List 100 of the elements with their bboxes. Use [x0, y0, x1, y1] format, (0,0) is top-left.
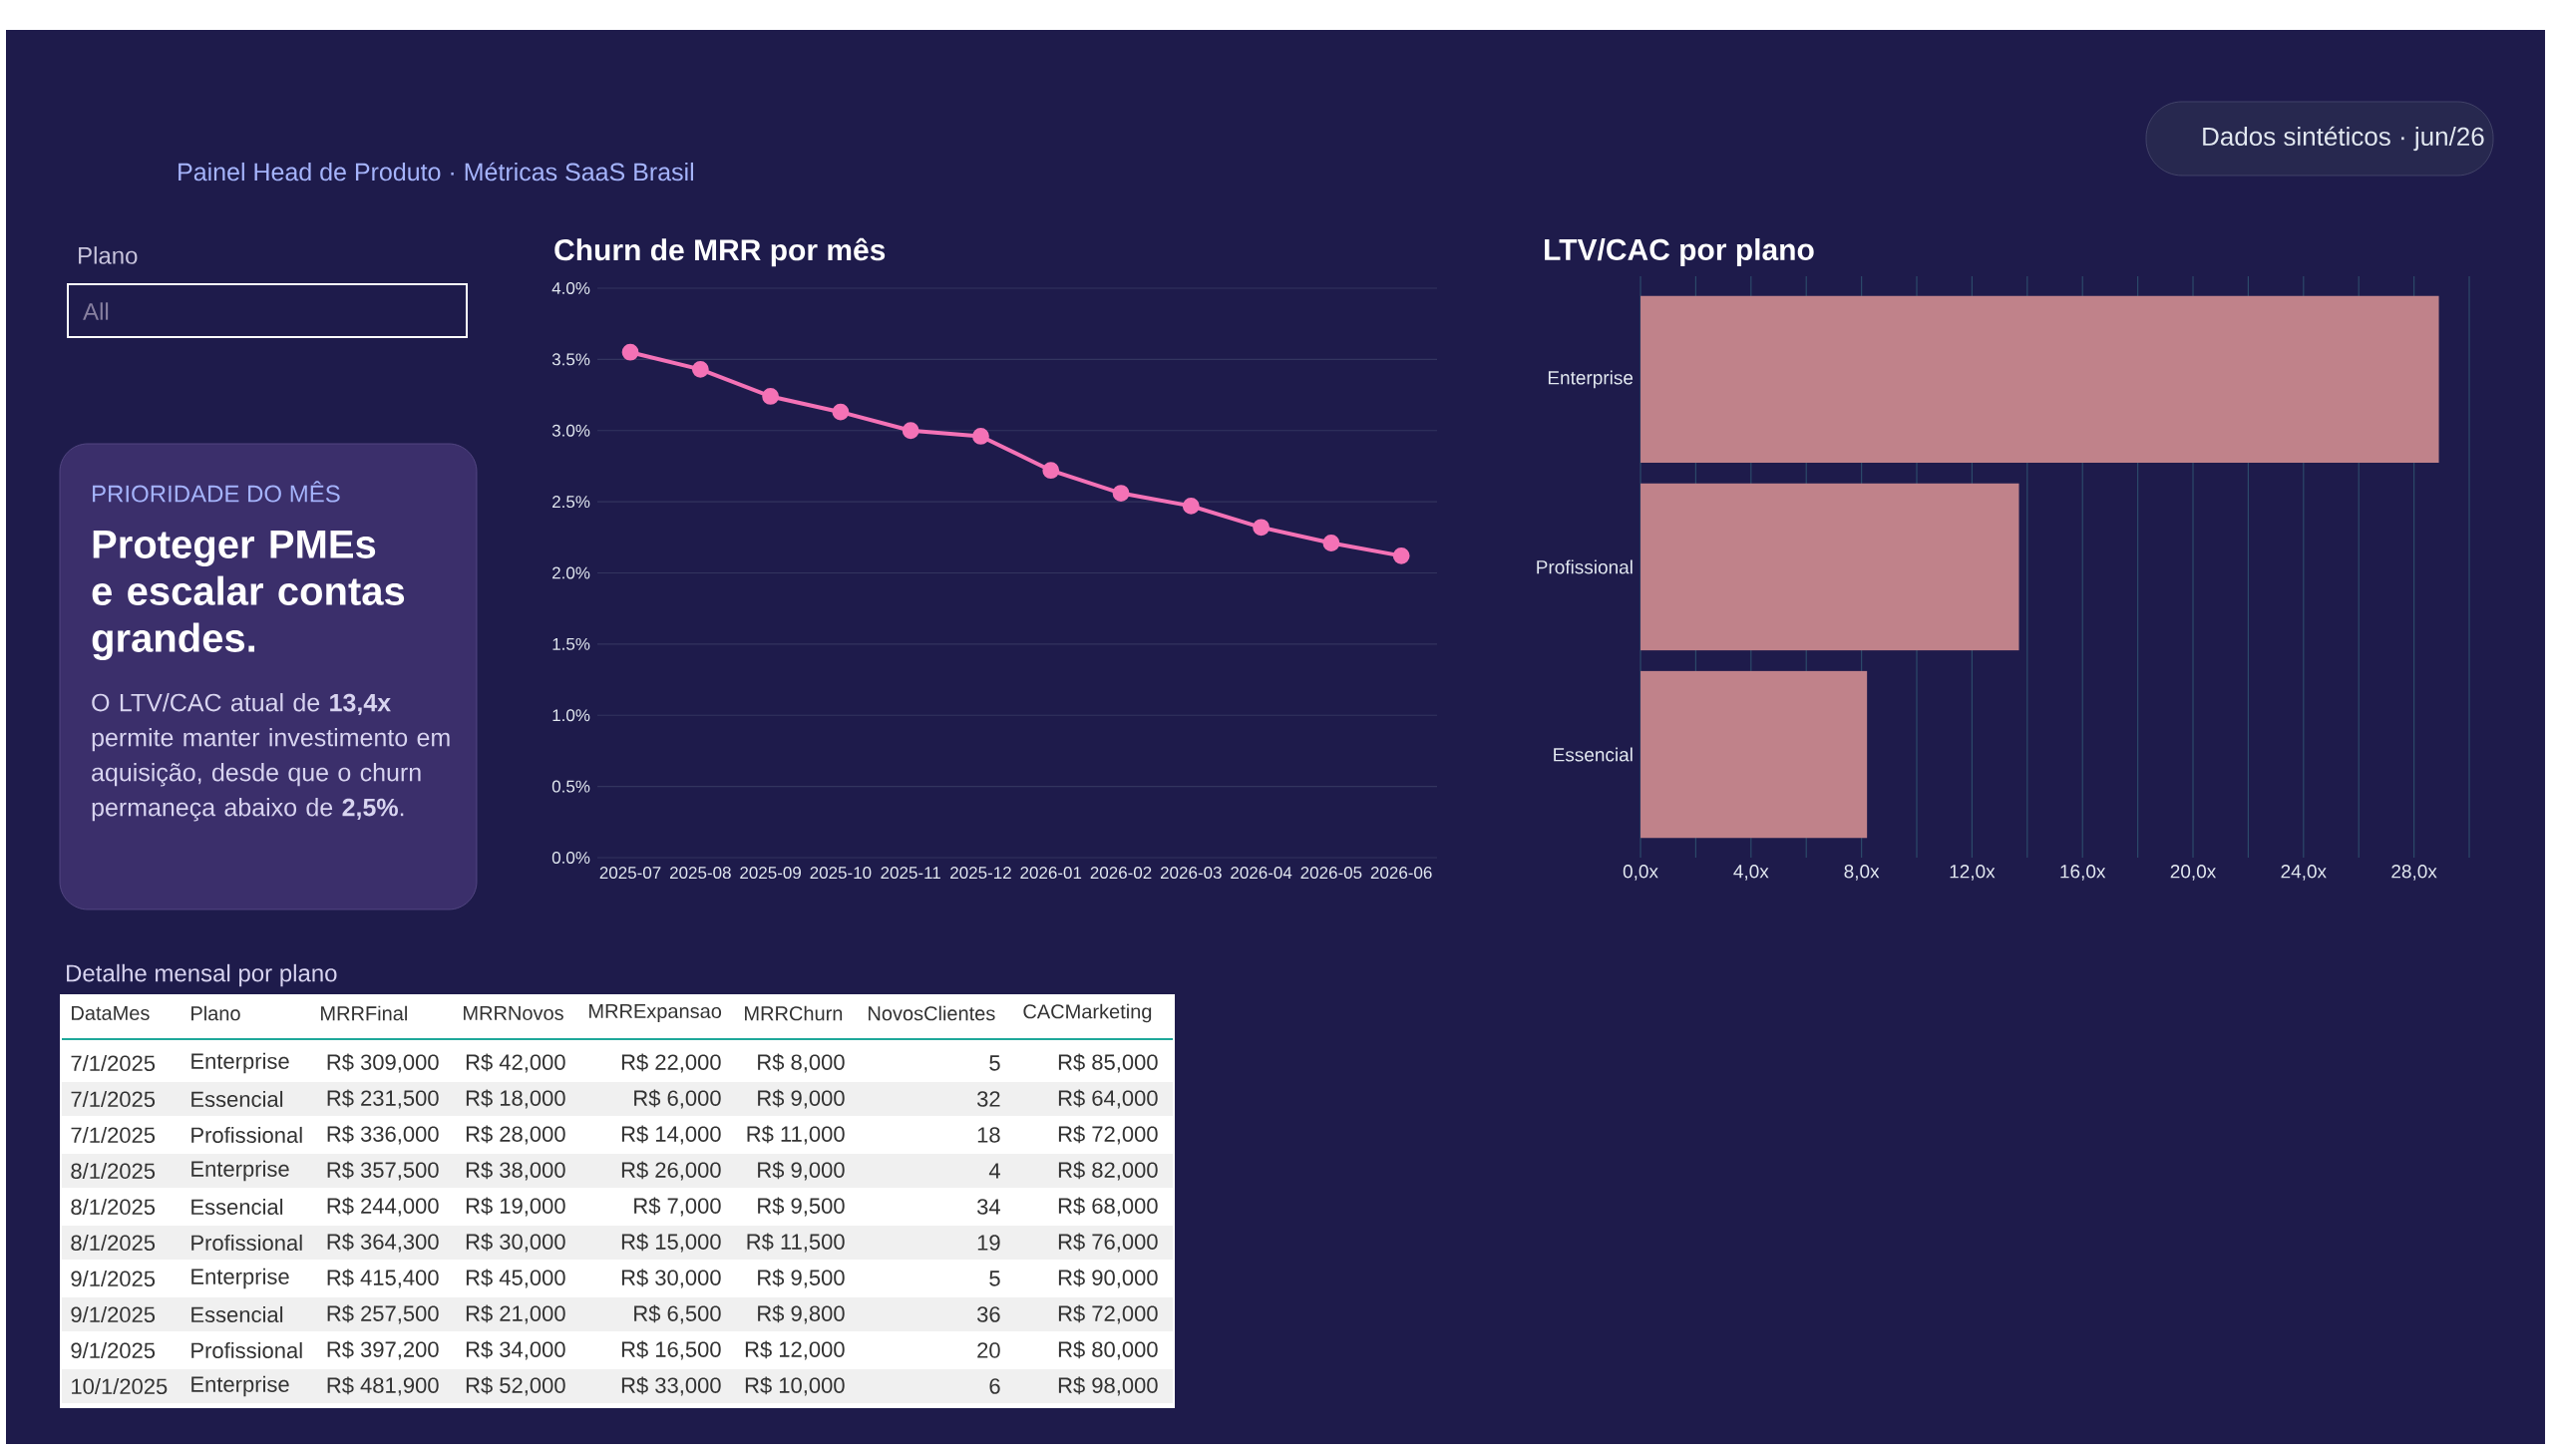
text: 4: [988, 1163, 1000, 1179]
text: 9/1/2025: [71, 1341, 156, 1359]
x-tick-label: 2026-05: [1300, 867, 1362, 880]
y-tick-label: Essencial: [1554, 747, 1633, 762]
text: 8/1/2025: [71, 1234, 156, 1252]
y-tick-label: 0.5%: [551, 780, 590, 793]
category-label: MRRNovos: [464, 1005, 563, 1020]
text: R$ 357,500: [327, 1161, 439, 1181]
text: R$ 33,000: [621, 1376, 721, 1396]
x-tick-label: 2025-09: [740, 867, 801, 880]
text: R$ 82,000: [1058, 1161, 1158, 1181]
text: R$ 98,000: [1058, 1376, 1158, 1396]
point: [762, 388, 780, 405]
point: [1042, 462, 1060, 480]
text: R$ 30,000: [621, 1269, 721, 1288]
y-tick-label: 4.0%: [551, 281, 590, 294]
text: R$ 22,000: [621, 1053, 721, 1073]
point: [1112, 485, 1130, 502]
text: 34: [976, 1199, 1000, 1215]
text: R$ 42,000: [466, 1053, 565, 1073]
text: R$ 34,000: [466, 1340, 565, 1360]
x-tick-label: 2026-01: [1020, 867, 1082, 880]
text: R$ 45,000: [466, 1269, 565, 1288]
text: 5: [989, 1055, 1000, 1071]
y-tick-label: 3.0%: [551, 424, 590, 437]
text: Detalhe mensal por plano: [67, 963, 337, 987]
text: Enterprise: [191, 1160, 289, 1182]
text: R$ 90,000: [1058, 1269, 1158, 1288]
text: All: [83, 302, 109, 320]
text: R$ 6,000: [634, 1089, 721, 1109]
point: [1253, 519, 1270, 537]
y-tick-label: Enterprise: [1548, 370, 1634, 389]
x-tick-label: 2026-02: [1090, 867, 1152, 880]
text: R$ 9,500: [758, 1269, 845, 1288]
bar: [1641, 483, 2019, 651]
text: R$ 72,000: [1058, 1125, 1158, 1145]
text: Dados sintéticos · jun/26: [2203, 126, 2484, 152]
text: Essencial: [191, 1198, 283, 1216]
text: 36: [976, 1306, 1000, 1322]
y-tick-label: 3.5%: [551, 353, 590, 366]
category-label: DataMes: [72, 1005, 150, 1020]
y-tick-label: 2.5%: [552, 496, 590, 509]
text: R$ 85,000: [1058, 1053, 1158, 1073]
text: R$ 364,300: [327, 1233, 439, 1253]
text: R$ 9,800: [758, 1304, 845, 1324]
category-label: MRRChurn: [745, 1005, 843, 1021]
x-tick-label: 12,0x: [1950, 865, 1996, 881]
text: 32: [976, 1091, 1000, 1107]
text: Essencial: [191, 1090, 283, 1108]
x-tick-label: 2026-04: [1231, 867, 1292, 880]
text: R$ 481,900: [327, 1376, 439, 1396]
text: R$ 10,000: [745, 1376, 845, 1396]
text: R$ 76,000: [1058, 1233, 1158, 1253]
text: R$ 231,500: [327, 1089, 439, 1109]
text: R$ 12,000: [745, 1340, 845, 1360]
category-label: CACMarketing: [1023, 1003, 1152, 1023]
text: R$ 397,200: [327, 1340, 439, 1360]
category-label: MRRExpansao: [589, 1004, 722, 1022]
x-tick-label: 2025-12: [950, 867, 1011, 880]
y-tick-label: 0.0%: [551, 851, 590, 864]
text: R$ 16,500: [621, 1340, 721, 1360]
text: Plano: [79, 246, 138, 264]
text: 8/1/2025: [71, 1162, 156, 1180]
point: [902, 422, 919, 440]
text: R$ 14,000: [621, 1125, 721, 1145]
text: R$ 257,500: [327, 1304, 439, 1324]
y-tick-label: Profissional: [1537, 559, 1633, 574]
text: O LTV/CAC atual de 13,4x permite manter investimento em aquisição, desde que o churn permaneça abaixo de 2,5%.: [92, 693, 450, 822]
y-tick-label: 2.0%: [552, 566, 590, 579]
text: R$ 244,000: [327, 1197, 439, 1217]
text: R$ 72,000: [1058, 1304, 1158, 1324]
x-tick-label: 2025-07: [599, 867, 661, 880]
text: Enterprise: [191, 1268, 289, 1289]
point: [972, 428, 989, 445]
x-tick-label: 2025-08: [669, 867, 731, 880]
x-tick-label: 8,0x: [1844, 865, 1880, 881]
x-tick-label: 0,0x: [1623, 865, 1658, 881]
text: R$ 9,000: [758, 1089, 845, 1109]
text: R$ 7,000: [634, 1197, 721, 1217]
text: 6: [989, 1378, 1000, 1394]
text: R$ 38,000: [466, 1161, 565, 1181]
text: R$ 8,000: [758, 1053, 845, 1073]
point: [832, 403, 850, 421]
point: [621, 343, 639, 361]
text: R$ 52,000: [466, 1376, 565, 1396]
text: R$ 19,000: [466, 1197, 565, 1217]
chart-title: LTV/CAC por plano: [1545, 238, 1814, 266]
x-tick-label: 28,0x: [2391, 865, 2437, 881]
chart-title: Churn de MRR por mês: [554, 237, 886, 267]
x-tick-label: 2025-11: [881, 867, 940, 880]
text: R$ 11,000: [747, 1125, 845, 1145]
text: R$ 336,000: [327, 1125, 439, 1145]
text: R$ 9,500: [758, 1197, 845, 1217]
text: R$ 68,000: [1058, 1197, 1158, 1217]
x-tick-label: 2025-10: [810, 867, 872, 880]
text: Painel Head de Produto · Métricas SaaS Brasil: [179, 162, 694, 182]
category-label: NovosClientes: [869, 1005, 995, 1021]
x-tick-label: 4,0x: [1733, 865, 1769, 881]
text: 19: [977, 1235, 1000, 1251]
text: R$ 30,000: [466, 1233, 565, 1253]
